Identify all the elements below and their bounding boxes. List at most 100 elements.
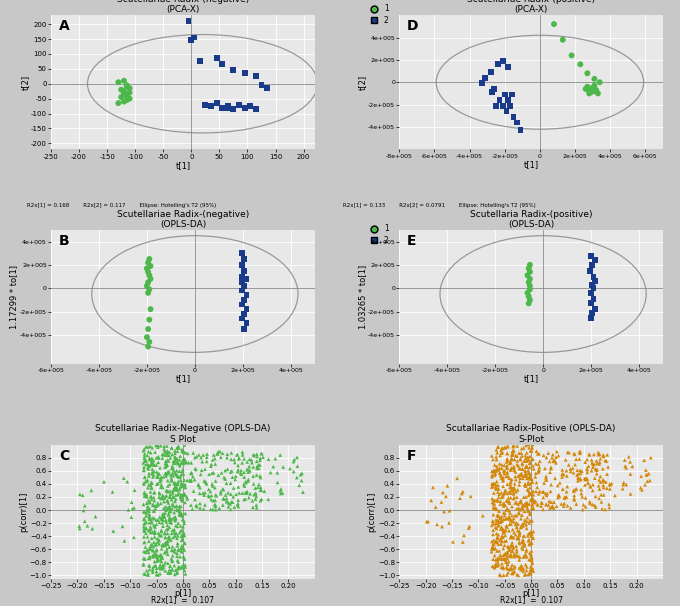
Point [582,478,593,488]
Point [189,474,200,484]
Point [170,468,181,478]
Point [231,450,242,459]
Point [592,459,602,468]
Point [248,471,258,481]
Point [498,562,509,572]
Point [142,450,153,460]
Point [151,460,162,470]
Point [598,450,609,460]
Point [521,456,532,466]
Point [148,563,158,573]
Point [161,547,172,556]
Point [548,456,559,465]
Point [488,544,499,554]
Point [250,494,261,504]
Point [143,480,154,490]
Point [218,500,228,510]
Point [176,562,187,572]
Point [506,450,517,459]
Point [594,475,605,485]
Point [169,531,180,541]
Point [585,87,596,97]
Point [502,496,513,506]
Point [141,442,152,451]
Point [588,83,598,93]
Point [500,525,511,535]
Point [598,475,609,485]
Point [148,499,158,509]
Point [177,455,188,465]
Point [514,464,525,473]
Y-axis label: 1.03265 * to[1]: 1.03265 * to[1] [358,265,367,329]
Point [546,502,557,512]
Point [234,453,245,463]
Point [160,539,171,549]
Point [151,519,162,529]
Point [174,485,185,494]
Point [502,504,513,513]
Point [560,455,571,465]
Point [546,480,557,490]
Point [207,505,218,514]
Point [146,453,157,463]
Point [143,496,154,505]
Point [173,479,184,489]
Point [507,564,517,574]
Point [499,90,510,99]
Y-axis label: t[2]: t[2] [20,75,29,90]
Point [180,458,191,467]
Point [171,483,182,493]
Point [498,488,509,498]
Point [486,521,497,530]
Point [139,514,150,524]
Point [126,512,137,522]
Point [122,477,133,487]
Point [575,448,585,458]
Point [503,526,514,536]
Point [147,469,158,479]
Point [172,458,183,467]
Point [498,525,509,535]
Point [493,442,504,451]
Point [493,511,504,521]
Point [498,570,509,580]
Point [498,524,509,534]
Point [511,547,522,557]
Point [166,443,177,453]
Point [511,518,522,528]
Point [175,472,186,482]
Point [601,456,612,466]
Point [152,441,163,450]
Point [163,510,174,520]
Point [558,35,568,45]
Point [177,514,188,524]
Point [577,505,588,514]
Point [541,473,551,482]
Point [179,475,190,485]
Point [503,557,514,567]
Point [589,459,600,469]
Point [248,450,259,459]
Point [146,448,156,458]
Point [513,534,524,544]
Point [487,542,498,551]
Point [602,462,613,472]
Point [145,304,156,314]
Point [143,568,154,578]
Point [516,468,527,478]
Point [541,471,551,481]
Point [498,491,509,501]
Point [595,454,606,464]
Point [551,458,562,468]
Point [148,538,159,547]
Point [160,566,171,576]
Point [515,565,526,574]
Point [496,448,507,458]
Point [143,483,154,493]
Title: Scutellariae Radix-Negative (OPLS-DA)
S Plot: Scutellariae Radix-Negative (OPLS-DA) S … [95,424,271,444]
Point [561,492,572,502]
Point [521,565,532,575]
Point [179,483,190,493]
Point [149,557,160,567]
Point [522,552,532,562]
